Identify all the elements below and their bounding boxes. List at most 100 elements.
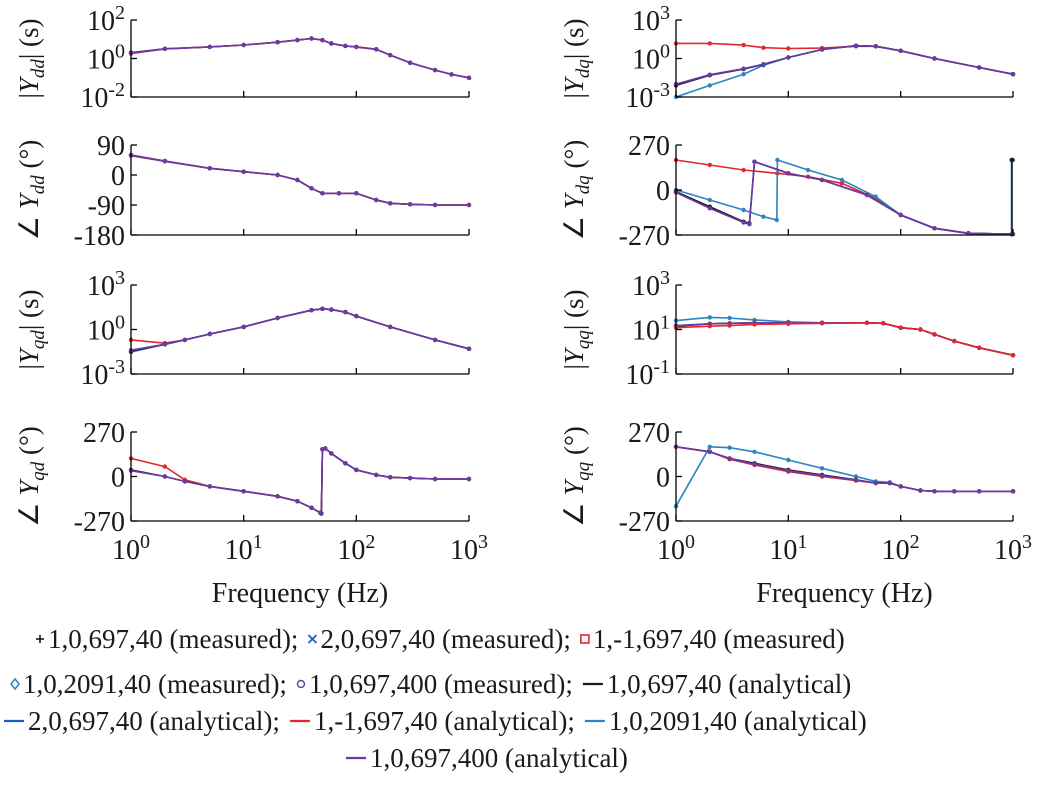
data-point bbox=[741, 220, 746, 225]
data-point bbox=[1010, 353, 1016, 358]
series-line bbox=[675, 321, 1014, 356]
y-tick-label: 0 bbox=[656, 176, 670, 207]
series-line bbox=[130, 307, 470, 350]
data-point bbox=[388, 324, 393, 330]
series-line bbox=[675, 446, 1013, 493]
data-point bbox=[432, 337, 438, 343]
data-point bbox=[786, 457, 791, 463]
legend-item: 1,0,697,40 (measured); bbox=[36, 624, 298, 654]
x-tick-label: 103 bbox=[450, 531, 488, 566]
data-point bbox=[747, 222, 752, 227]
y-tick-label: 100 bbox=[632, 41, 670, 76]
data-point bbox=[1010, 72, 1016, 77]
series-line bbox=[130, 307, 470, 351]
legend-item: 1,0,697,40 (analytical) bbox=[582, 669, 851, 699]
data-point bbox=[819, 321, 825, 326]
data-point bbox=[407, 475, 413, 481]
data-point bbox=[354, 313, 359, 319]
y-tick-label: 10-2 bbox=[80, 79, 125, 114]
data-point bbox=[374, 47, 379, 52]
y-tick-label: 0 bbox=[111, 463, 125, 494]
series-line bbox=[676, 42, 1014, 75]
data-point bbox=[407, 60, 413, 65]
data-point bbox=[839, 177, 845, 183]
y-axis-label: |Ydq| (s) bbox=[559, 18, 594, 98]
y-tick-label: -270 bbox=[74, 507, 125, 538]
y-axis-label: |Yqq| (s) bbox=[559, 289, 594, 369]
data-point bbox=[819, 177, 825, 183]
y-tick-label: 10-3 bbox=[625, 79, 670, 114]
data-point bbox=[162, 159, 168, 164]
data-point bbox=[786, 46, 791, 51]
legend-label: 1,0,697,400 (measured); bbox=[309, 669, 573, 699]
y-tick-label: 102 bbox=[87, 2, 125, 37]
legend-item: 2,0,697,40 (measured); bbox=[307, 624, 571, 654]
series-line bbox=[130, 154, 469, 206]
data-point bbox=[319, 511, 324, 516]
data-point bbox=[162, 46, 168, 51]
x-tick-label: 101 bbox=[225, 531, 263, 566]
x-tick-label: 103 bbox=[994, 531, 1032, 566]
series-line bbox=[130, 307, 470, 352]
data-point bbox=[864, 192, 870, 198]
series-line bbox=[130, 37, 470, 79]
legend-label: 2,0,697,40 (analytical); bbox=[28, 706, 280, 736]
data-point bbox=[388, 475, 393, 480]
series-line bbox=[675, 160, 1014, 235]
data-point bbox=[343, 309, 348, 315]
data-point bbox=[873, 480, 878, 486]
data-point bbox=[466, 476, 472, 482]
y-axis-label: ∠ Yqd (°) bbox=[14, 426, 49, 527]
data-point bbox=[320, 306, 325, 311]
data-point bbox=[707, 449, 712, 454]
series-line bbox=[675, 158, 1013, 236]
data-point bbox=[761, 214, 766, 219]
data-point bbox=[898, 325, 903, 330]
data-point bbox=[207, 166, 212, 171]
data-point bbox=[898, 484, 903, 489]
data-point bbox=[275, 40, 280, 45]
data-point bbox=[343, 461, 348, 466]
data-point bbox=[388, 201, 393, 206]
subplot-6: 10-1 101 103 |Yqq| (s) bbox=[559, 267, 1016, 391]
data-point bbox=[873, 194, 878, 199]
legend-item: 1,0,2091,40 (measured); bbox=[9, 669, 287, 699]
data-point bbox=[309, 505, 314, 510]
data-point bbox=[354, 467, 359, 473]
data-point bbox=[275, 172, 280, 178]
legend-item: 1,0,697,400 (measured); bbox=[296, 669, 573, 699]
series-line bbox=[130, 37, 470, 79]
data-point bbox=[741, 167, 746, 173]
x-axis-label: Frequency (Hz) bbox=[212, 578, 388, 609]
data-point bbox=[741, 66, 746, 71]
subplot-3: 900-90-180 ∠ Ydd (°) bbox=[14, 131, 472, 252]
x-tick-label: 102 bbox=[882, 531, 920, 566]
data-point bbox=[162, 474, 168, 479]
data-point bbox=[952, 338, 957, 344]
data-point bbox=[320, 37, 325, 43]
data-point bbox=[207, 484, 212, 489]
data-point bbox=[388, 52, 393, 58]
x-axis-label: Frequency (Hz) bbox=[756, 578, 932, 609]
data-point bbox=[752, 159, 757, 164]
series-line bbox=[130, 447, 469, 516]
data-point bbox=[182, 337, 187, 343]
data-point bbox=[707, 72, 712, 77]
data-point bbox=[932, 489, 937, 494]
data-point bbox=[918, 488, 923, 493]
series-line bbox=[130, 154, 469, 206]
data-point bbox=[741, 207, 746, 213]
series-line bbox=[675, 160, 1013, 236]
data-point bbox=[343, 43, 348, 49]
data-point bbox=[898, 48, 903, 53]
series-line bbox=[675, 446, 1013, 493]
data-point bbox=[374, 472, 379, 478]
series-line bbox=[675, 321, 1014, 356]
data-point bbox=[707, 444, 712, 449]
legend-item: 1,-1,697,40 (analytical); bbox=[289, 706, 575, 736]
y-tick-label: 103 bbox=[632, 267, 670, 302]
data-point bbox=[853, 477, 859, 483]
y-tick-label: -270 bbox=[619, 221, 670, 252]
y-axis-label: |Yqd| (s) bbox=[14, 289, 49, 369]
